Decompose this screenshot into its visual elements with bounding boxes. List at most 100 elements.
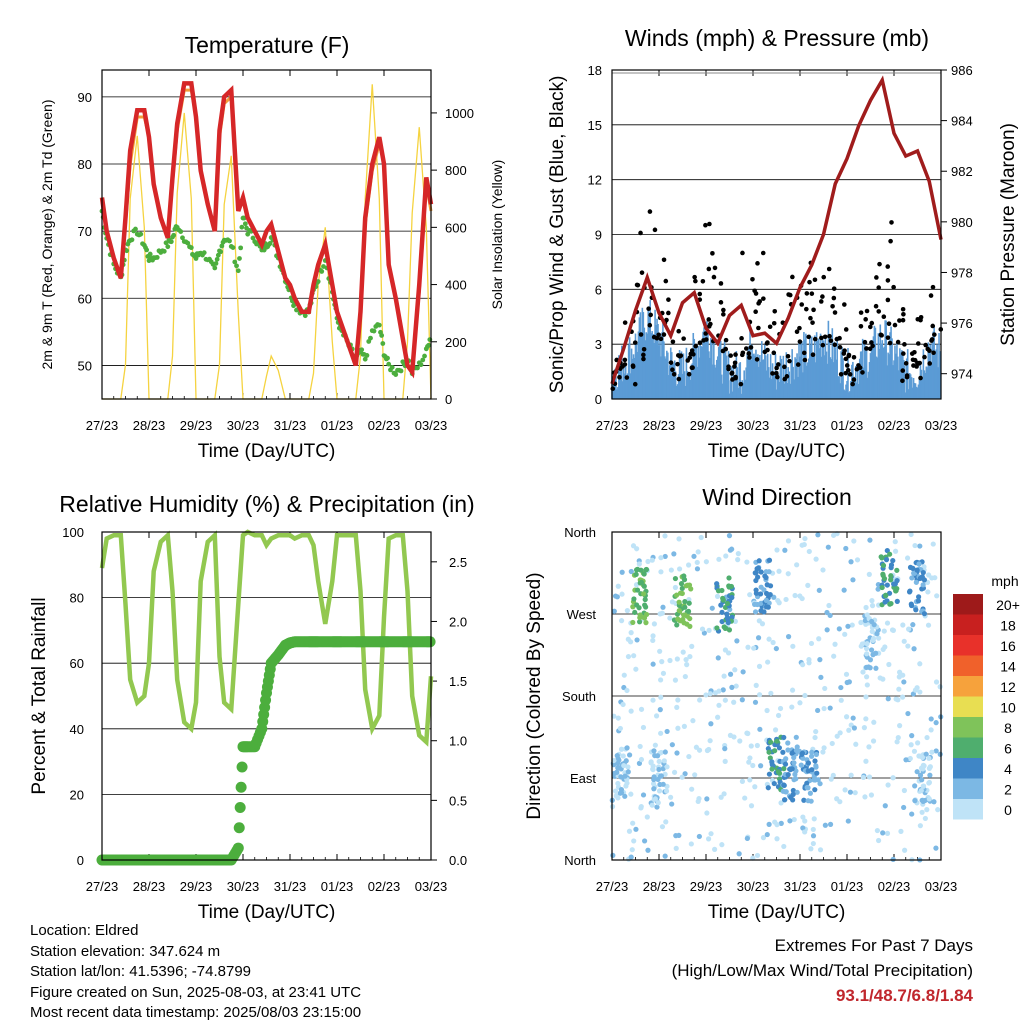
direction-point	[866, 744, 872, 750]
speed-legend-swatch	[953, 655, 983, 676]
gust-point	[747, 355, 752, 360]
direction-point	[649, 802, 655, 808]
direction-point	[813, 556, 819, 562]
direction-point	[645, 847, 651, 853]
direction-point	[924, 734, 930, 741]
gust-point	[901, 311, 906, 317]
plot-frame	[611, 531, 942, 861]
direction-point	[653, 713, 660, 719]
direction-point	[859, 641, 865, 647]
dewpoint-point	[422, 353, 427, 359]
gust-point	[812, 277, 818, 283]
direction-point	[621, 762, 627, 769]
direction-point	[706, 627, 712, 633]
direction-point	[736, 851, 742, 857]
station-location: Location: Eldred	[30, 922, 139, 939]
y2-tick-label: 986	[951, 63, 973, 78]
direction-point	[916, 594, 922, 600]
direction-point	[703, 692, 709, 698]
direction-point	[873, 650, 879, 656]
direction-point	[633, 826, 639, 832]
direction-point	[732, 667, 738, 673]
speed-legend-label: 4	[1004, 761, 1012, 777]
direction-point	[669, 801, 675, 807]
direction-point	[735, 557, 741, 563]
gust-point	[804, 291, 810, 296]
direction-point	[674, 622, 680, 628]
direction-point	[739, 697, 745, 703]
direction-point	[652, 742, 658, 748]
y-tick-label: 6	[595, 282, 602, 297]
gust-point	[641, 356, 646, 362]
x-tick-label: 03/23	[415, 879, 448, 894]
x-tick-label: 29/23	[690, 418, 723, 433]
y2-tick-label: 980	[951, 215, 973, 230]
gust-point	[676, 328, 682, 334]
direction-point	[642, 596, 648, 603]
speed-legend-label: 20+	[996, 597, 1020, 613]
rainfall-point	[233, 822, 245, 834]
direction-point	[775, 597, 781, 604]
y-tick-label: 90	[78, 90, 92, 105]
direction-point	[794, 562, 800, 568]
direction-point	[656, 758, 662, 765]
y-tick-label: 70	[78, 224, 92, 239]
direction-point	[815, 707, 821, 714]
direction-point	[806, 548, 812, 555]
direction-point	[888, 600, 894, 607]
direction-point	[628, 791, 634, 797]
direction-point	[715, 714, 721, 720]
direction-point	[755, 635, 762, 641]
direction-point	[881, 628, 887, 634]
direction-point	[869, 603, 876, 609]
direction-point	[810, 840, 816, 847]
speed-legend-swatch	[953, 799, 983, 820]
direction-point	[864, 674, 870, 680]
direction-point	[618, 787, 625, 793]
x-tick-label: 30/23	[737, 879, 770, 894]
direction-point	[852, 790, 858, 796]
rainfall-point	[236, 761, 248, 773]
direction-point	[827, 821, 834, 827]
direction-point	[753, 577, 759, 584]
direction-point	[744, 559, 750, 565]
gust-point	[851, 354, 857, 360]
direction-point	[766, 749, 772, 755]
gust-point	[902, 342, 907, 347]
direction-point	[790, 791, 796, 798]
direction-point	[812, 758, 818, 764]
direction-point	[818, 674, 824, 680]
direction-point	[850, 577, 856, 583]
gust-point	[858, 310, 864, 315]
y2-tick-label: 974	[951, 367, 973, 382]
dewpoint-point	[426, 342, 432, 348]
gust-point	[870, 343, 875, 349]
direction-point	[783, 596, 789, 603]
y-tick-label: 80	[70, 591, 84, 606]
direction-point	[658, 730, 664, 736]
direction-point	[657, 707, 663, 713]
direction-point	[725, 650, 732, 656]
direction-point	[919, 777, 925, 783]
direction-point	[680, 649, 686, 655]
direction-point	[683, 657, 689, 663]
direction-point	[632, 609, 638, 616]
direction-point	[810, 833, 817, 839]
direction-point	[638, 756, 645, 763]
gust-point	[799, 302, 805, 307]
direction-point	[686, 600, 692, 606]
direction-point	[797, 593, 803, 599]
gust-point	[664, 317, 669, 323]
direction-point	[613, 793, 619, 799]
y2-tick-label: 200	[445, 335, 467, 350]
direction-point	[715, 588, 722, 594]
direction-point	[624, 745, 630, 751]
direction-point	[765, 785, 771, 791]
y-tick-label: North	[564, 525, 596, 540]
direction-point	[901, 638, 907, 644]
direction-point	[658, 569, 664, 575]
y-tick-label: 15	[588, 118, 602, 133]
x-axis-label: Time (Day/UTC)	[198, 902, 336, 923]
direction-point	[794, 789, 800, 795]
gust-point	[732, 360, 738, 366]
